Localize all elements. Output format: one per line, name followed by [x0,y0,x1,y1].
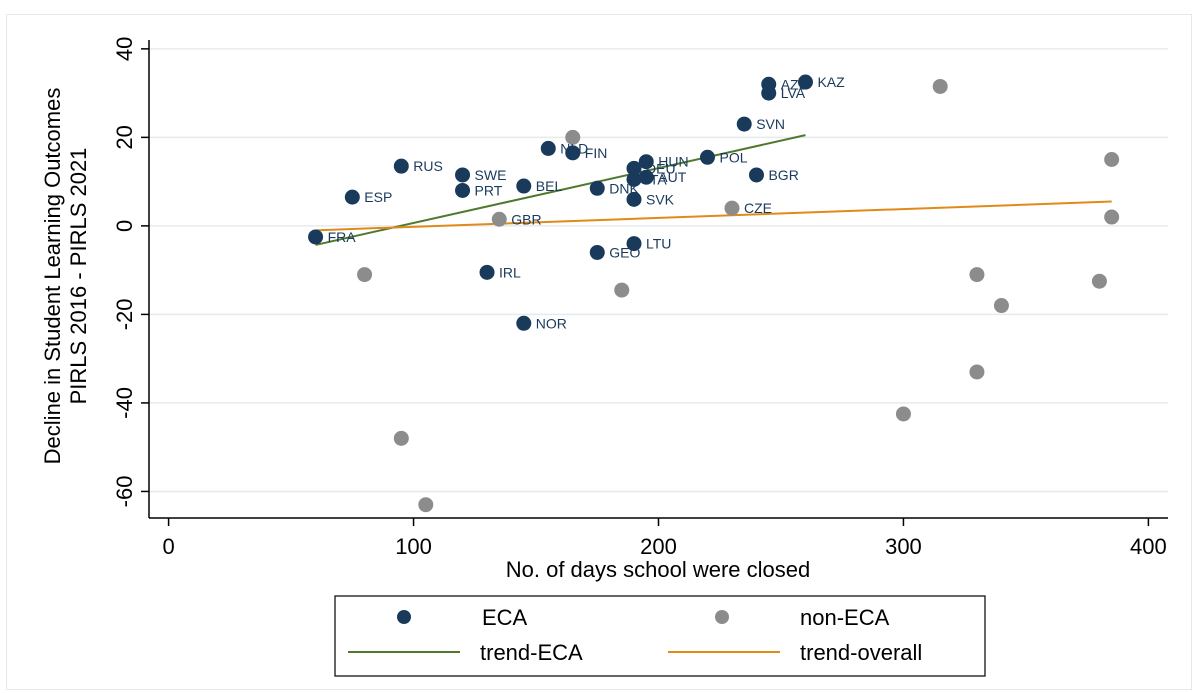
x-tick-label: 400 [1130,534,1167,559]
non-eca-point [565,129,581,145]
point-label: HUN [658,154,688,170]
point-label: ESP [364,189,392,205]
grid-lines [149,48,1168,493]
y-tick-label: -20 [112,299,137,331]
point-label: LVA [781,85,806,101]
point-label: GBR [511,211,541,227]
x-tick-label: 300 [885,534,922,559]
point-label: FIN [585,145,608,161]
y-tick-label: 20 [112,125,137,149]
eca-point [699,149,715,165]
eca-point [455,182,471,198]
eca-point [748,167,764,183]
non-eca-point [393,430,409,446]
point-label: KAZ [817,74,845,90]
non-eca-point [1091,273,1107,289]
eca-point [589,180,605,196]
point-label: NOR [536,315,567,331]
eca-point [516,315,532,331]
point-label: AUT [658,169,686,185]
eca-point [626,160,642,176]
point-label: IRL [499,264,521,280]
eca-point [516,178,532,194]
point-label: RUS [413,158,443,174]
non-eca-point [1104,152,1120,167]
point-label: SVN [756,116,785,132]
point-label: BGR [768,167,798,183]
eca-point [589,244,605,260]
eca-point [565,145,581,161]
eca-point [736,116,752,132]
non-eca-point [724,200,740,216]
eca-point [761,85,777,101]
y-axis-title-line-1: Decline in Student Learning Outcomes [40,88,65,465]
legend-trend-eca-label: trend-ECA [480,640,583,665]
non-eca-point [932,78,948,94]
legend-box [334,595,986,677]
x-axis-title: No. of days school were closed [506,557,811,582]
eca-point [797,74,813,90]
chart-frame [6,14,1192,690]
eca-point [455,167,471,183]
eca-point [393,158,409,174]
x-tick-label: 100 [395,534,432,559]
point-label: LTU [646,236,671,252]
point-label: NLD [560,140,588,156]
point-label: POL [719,149,747,165]
point-label: PRT [475,182,503,198]
non-eca-point [357,267,373,283]
non-eca-point [993,298,1009,314]
axes [148,40,1168,519]
eca-point [626,236,642,252]
eca-point [479,264,495,280]
y-tick-label: -60 [112,476,137,508]
non-eca-point [614,282,630,298]
eca-point [344,189,360,205]
trend-line-trend-overall [315,200,1112,232]
legend: ECA non-ECA trend-ECA trend-overall [334,595,986,677]
point-label: SWE [475,167,507,183]
legend-eca-label: ECA [482,605,528,630]
eca-point [626,171,642,187]
x-tick-label: 0 [162,534,174,559]
y-axis-title-line-2: PIRLS 2016 - PIRLS 2021 [66,148,91,405]
point-label: AZE [781,76,808,92]
legend-non-eca-marker [715,610,729,624]
non-eca-point [969,364,985,380]
point-label: FRA [328,229,357,245]
eca-point [626,191,642,207]
eca-point [540,140,556,156]
eca-point [638,169,654,185]
y-tick-label: -40 [112,387,137,419]
point-label: DEU [646,160,676,176]
point-label: GEO [609,244,640,260]
y-tick-label: 40 [112,37,137,61]
trend-lines [315,134,1112,246]
non-eca-point [969,267,985,283]
non-eca-point [491,211,507,227]
x-tick-label: 200 [640,534,677,559]
legend-non-eca-label: non-ECA [800,605,890,630]
non-eca-point [895,406,911,422]
eca-point [308,229,324,245]
legend-trend-overall-label: trend-overall [800,640,922,665]
point-label: CZE [744,200,772,216]
eca-point [638,154,654,170]
legend-eca-marker [397,610,411,624]
non-eca-point [418,497,434,513]
data-points [308,74,1120,513]
point-label: ITA [646,171,667,187]
y-tick-label: 0 [112,220,137,232]
point-label: BEL [536,178,563,194]
point-label: SVK [646,191,675,207]
point-label: DNK [609,180,639,196]
non-eca-point [1104,209,1120,225]
